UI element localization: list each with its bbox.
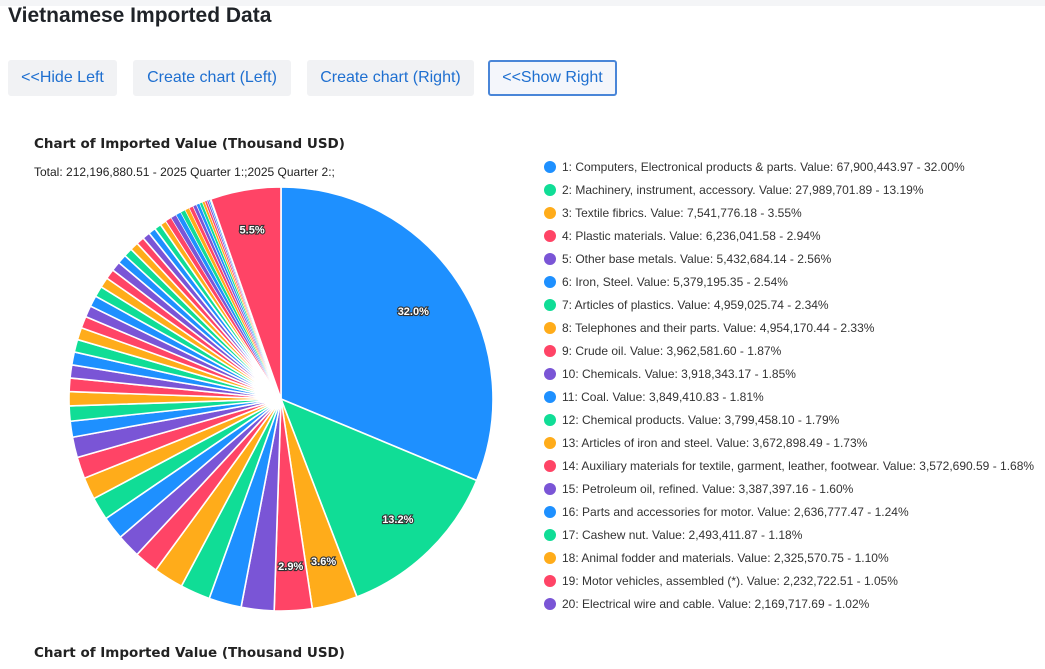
legend-label: 20: Electrical wire and cable. Value: 2,… (562, 596, 870, 611)
chart-title: Chart of Imported Value (Thousand USD) (34, 136, 345, 152)
legend-item[interactable]: 13: Articles of iron and steel. Value: 3… (538, 431, 1045, 454)
legend-item[interactable]: 1: Computers, Electronical products & pa… (538, 155, 1045, 178)
legend-swatch (544, 298, 556, 311)
legend-item[interactable]: 8: Telephones and their parts. Value: 4,… (538, 316, 1045, 339)
chart-legend: 1: Computers, Electronical products & pa… (538, 155, 1045, 625)
legend-swatch (544, 390, 556, 403)
legend-swatch (544, 344, 556, 357)
create-chart-left-button[interactable]: Create chart (Left) (133, 60, 291, 96)
legend-label: 16: Parts and accessories for motor. Val… (562, 504, 909, 519)
legend-item[interactable]: 10: Chemicals. Value: 3,918,343.17 - 1.8… (538, 362, 1045, 385)
legend-label: 2: Machinery, instrument, accessory. Val… (562, 182, 924, 197)
legend-label: 15: Petroleum oil, refined. Value: 3,387… (562, 481, 854, 496)
legend-label: 11: Coal. Value: 3,849,410.83 - 1.81% (562, 389, 764, 404)
pie-slice-other[interactable] (209, 186, 282, 400)
legend-swatch (544, 459, 556, 472)
legend-swatch (544, 505, 556, 518)
legend-swatch (544, 436, 556, 449)
legend-swatch (544, 183, 556, 196)
legend-swatch (544, 160, 556, 173)
legend-swatch (544, 275, 556, 288)
legend-label: 1: Computers, Electronical products & pa… (562, 159, 965, 174)
legend-label: 7: Articles of plastics. Value: 4,959,02… (562, 297, 829, 312)
legend-item[interactable]: 7: Articles of plastics. Value: 4,959,02… (538, 293, 1045, 316)
pie-data-label: 32.0% (398, 306, 429, 318)
legend-item[interactable]: 20: Electrical wire and cable. Value: 2,… (538, 592, 1045, 615)
legend-item[interactable]: 6: Iron, Steel. Value: 5,379,195.35 - 2.… (538, 270, 1045, 293)
legend-item[interactable]: 14: Auxiliary materials for textile, gar… (538, 454, 1045, 477)
legend-label: 19: Motor vehicles, assembled (*). Value… (562, 573, 898, 588)
legend-label: 8: Telephones and their parts. Value: 4,… (562, 320, 875, 335)
legend-label: 4: Plastic materials. Value: 6,236,041.5… (562, 228, 821, 243)
legend-swatch (544, 597, 556, 610)
top-bar (0, 0, 1045, 6)
pie-data-label: 3.6% (311, 556, 336, 568)
legend-item[interactable]: 4: Plastic materials. Value: 6,236,041.5… (538, 224, 1045, 247)
show-right-button[interactable]: <<Show Right (488, 60, 617, 96)
legend-swatch (544, 206, 556, 219)
legend-swatch (544, 528, 556, 541)
pie-slice-1[interactable] (280, 186, 494, 482)
legend-swatch (544, 252, 556, 265)
pie-chart: 32.0% 13.2% 3.6% 2.9% 5.5% (68, 186, 494, 612)
legend-item[interactable]: 9: Crude oil. Value: 3,962,581.60 - 1.87… (538, 339, 1045, 362)
page-title: Vietnamese Imported Data (8, 4, 272, 27)
legend-swatch (544, 413, 556, 426)
hide-left-button[interactable]: <<Hide Left (8, 60, 117, 96)
legend-item[interactable]: 17: Cashew nut. Value: 2,493,411.87 - 1.… (538, 523, 1045, 546)
pie-slice-2[interactable] (279, 397, 478, 598)
legend-label: 9: Crude oil. Value: 3,962,581.60 - 1.87… (562, 343, 782, 358)
legend-label: 18: Animal fodder and materials. Value: … (562, 550, 889, 565)
legend-label: 10: Chemicals. Value: 3,918,343.17 - 1.8… (562, 366, 796, 381)
pie-data-label: 13.2% (382, 514, 413, 526)
legend-label: 3: Textile fibrics. Value: 7,541,776.18 … (562, 205, 802, 220)
pie-data-label: 5.5% (240, 225, 265, 237)
legend-item[interactable]: 19: Motor vehicles, assembled (*). Value… (538, 569, 1045, 592)
legend-item[interactable]: 18: Animal fodder and materials. Value: … (538, 546, 1045, 569)
pie-data-label: 2.9% (278, 561, 303, 573)
legend-swatch (544, 574, 556, 587)
chart-total: Total: 212,196,880.51 - 2025 Quarter 1:;… (34, 165, 335, 179)
legend-item[interactable]: 16: Parts and accessories for motor. Val… (538, 500, 1045, 523)
create-chart-right-button[interactable]: Create chart (Right) (307, 60, 474, 96)
legend-swatch (544, 321, 556, 334)
legend-label: 13: Articles of iron and steel. Value: 3… (562, 435, 868, 450)
legend-item[interactable]: 2: Machinery, instrument, accessory. Val… (538, 178, 1045, 201)
legend-item[interactable]: 12: Chemical products. Value: 3,799,458.… (538, 408, 1045, 431)
legend-swatch (544, 551, 556, 564)
legend-swatch (544, 367, 556, 380)
legend-label: 17: Cashew nut. Value: 2,493,411.87 - 1.… (562, 527, 803, 542)
legend-item[interactable]: 15: Petroleum oil, refined. Value: 3,387… (538, 477, 1045, 500)
legend-label: 5: Other base metals. Value: 5,432,684.1… (562, 251, 832, 266)
legend-item[interactable]: 5: Other base metals. Value: 5,432,684.1… (538, 247, 1045, 270)
legend-label: 14: Auxiliary materials for textile, gar… (562, 458, 1035, 473)
legend-item[interactable]: 11: Coal. Value: 3,849,410.83 - 1.81% (538, 385, 1045, 408)
legend-swatch (544, 229, 556, 242)
legend-label: 6: Iron, Steel. Value: 5,379,195.35 - 2.… (562, 274, 788, 289)
legend-label: 12: Chemical products. Value: 3,799,458.… (562, 412, 840, 427)
legend-item[interactable]: 3: Textile fibrics. Value: 7,541,776.18 … (538, 201, 1045, 224)
second-chart-title: Chart of Imported Value (Thousand USD) (34, 645, 345, 661)
legend-swatch (544, 482, 556, 495)
